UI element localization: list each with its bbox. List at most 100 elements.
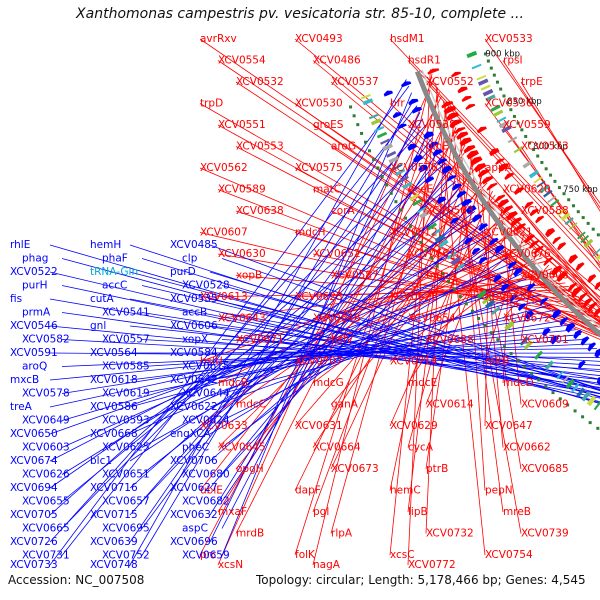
connector-line (129, 324, 571, 381)
tick-dot (596, 233, 600, 237)
connector-line (209, 256, 509, 435)
gene-label: XCV0629 (390, 420, 438, 432)
gene-label: XCV0621 (485, 227, 533, 239)
gene-label: XCV0530 (295, 98, 343, 110)
gene-label: XCV0701 (521, 334, 569, 346)
gene-label: XCV0649 (22, 415, 70, 427)
tick-dot (399, 208, 403, 212)
tick-dot (380, 175, 384, 179)
connector-line (49, 85, 410, 566)
tick-dot (544, 167, 548, 171)
connector-line (49, 234, 492, 462)
feature-block (432, 149, 443, 157)
connector-line (502, 60, 600, 209)
tick-dot (516, 121, 520, 125)
connector-line (141, 174, 453, 502)
connector-line (217, 189, 600, 338)
feature-block (471, 63, 482, 70)
feature-block (466, 150, 479, 160)
feature-block (592, 248, 600, 257)
feature-block (504, 172, 514, 181)
feature-block (568, 222, 578, 230)
feature-block (582, 297, 593, 308)
feature-block (543, 189, 553, 198)
gene-label: avrRxv (200, 33, 237, 45)
gene-label: XCV0628 (390, 291, 438, 303)
connector-line (221, 273, 522, 421)
connector-line (425, 81, 600, 273)
connector-line (49, 199, 468, 489)
tick-dot (502, 94, 506, 98)
feature-block (395, 168, 406, 176)
gene-label: cycA (408, 442, 434, 454)
gene-label: opgH (236, 463, 264, 475)
feature-block (504, 320, 515, 331)
feature-block (368, 113, 379, 120)
feature-block (494, 244, 505, 254)
feature-block (430, 228, 441, 237)
feature-block (428, 141, 439, 149)
feature-block (482, 88, 494, 97)
gene-label: mdcB (218, 377, 248, 389)
gene-label: XCV0624 (182, 415, 230, 427)
gene-label: XCV0664 (313, 442, 361, 454)
gene-label: XCV0585 (102, 361, 150, 373)
gene-label: cutA (90, 293, 115, 305)
feature-block (401, 81, 412, 88)
gene-label: tRNA-Gln (90, 266, 138, 278)
feature-block (533, 245, 544, 255)
gene-label: hslU (200, 356, 223, 368)
feature-block (595, 253, 600, 261)
gene-label: XCV0739 (521, 528, 569, 540)
connector-line (141, 137, 433, 529)
connector-line (209, 289, 536, 408)
feature-block (557, 207, 567, 217)
gene-label: XCV0615 (182, 361, 230, 373)
tick-dot (591, 227, 595, 231)
feature-block (486, 182, 498, 191)
gene-label: XCV0591 (10, 347, 58, 359)
gene-label: XCV0673 (331, 463, 379, 475)
tick-dot (414, 232, 418, 236)
feature-block (528, 240, 540, 250)
tick-dot (360, 131, 364, 135)
gene-label: XCV0584 (170, 347, 218, 359)
gene-label: aspC (182, 523, 208, 535)
feature-block (557, 242, 567, 251)
tick-dot (464, 302, 468, 306)
connector-line (209, 298, 600, 386)
gene-label: aceE (408, 184, 433, 196)
feature-block (586, 395, 597, 407)
gene-label: xcsC (390, 549, 415, 561)
feature-block (550, 265, 563, 277)
connector-line (330, 81, 600, 304)
gene-label: xopB (236, 270, 262, 282)
gene-label: mrdB (236, 528, 264, 540)
tick-dot (389, 191, 393, 195)
gene-label: XCV0726 (10, 536, 58, 548)
feature-block (434, 233, 446, 243)
gene-label: XCV0586 (90, 401, 138, 413)
feature-block (524, 234, 536, 244)
feature-block (581, 391, 591, 402)
connector-line (141, 258, 600, 398)
gene-label: ptrB (426, 463, 448, 475)
feature-block (476, 74, 487, 81)
gene-label: pepN (485, 485, 513, 497)
feature-block (552, 236, 562, 245)
gene-label: XCV0665 (22, 523, 70, 535)
feature-block (489, 237, 499, 246)
connector-line (425, 157, 473, 470)
feature-block (438, 239, 449, 249)
tick-dot (409, 224, 413, 228)
feature-block (526, 283, 536, 292)
connector-line (209, 111, 421, 543)
feature-block (472, 214, 483, 223)
feature-block (474, 162, 487, 173)
feature-block (539, 297, 549, 306)
feature-block (362, 98, 374, 106)
feature-block (523, 340, 534, 350)
feature-block (427, 68, 440, 75)
feature-block (397, 123, 407, 130)
